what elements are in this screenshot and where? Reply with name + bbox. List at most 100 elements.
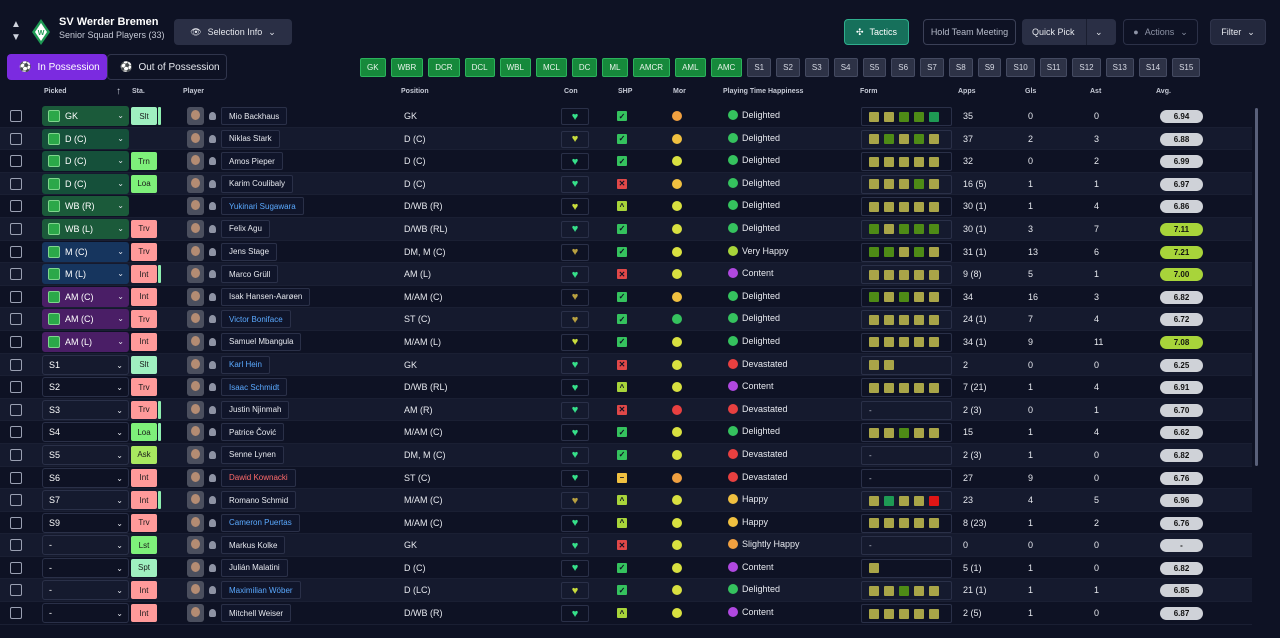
col-apps[interactable]: Apps <box>958 88 976 95</box>
position-button-gk[interactable]: GK <box>360 58 386 77</box>
table-row[interactable]: - ⌄ Lst Markus Kolke GK ♥ ✕ Slightly Happy - 0 0 0 - <box>0 534 1252 557</box>
table-row[interactable]: D (C) ⌄ Loa Karim Coulibaly D (C) ♥ ✕ Delighted… <box>0 172 1252 196</box>
col-position[interactable]: Position <box>401 88 429 95</box>
table-row[interactable]: AM (C) ⌄ Int Isak Hansen-Aarøen M/AM (C) ♥ ✓ De… <box>0 286 1252 309</box>
picked-dropdown[interactable]: S7 ⌄ <box>42 490 129 511</box>
table-row[interactable]: WB (R) ⌄ Yukinari Sugawara D/WB (R) ♥ ^ Deligh… <box>0 195 1252 218</box>
player-name[interactable]: Felix Agu <box>221 219 270 238</box>
table-row[interactable]: S6 ⌄ Int Dawid Kownacki ST (C) ♥ – Devastated - 2… <box>0 467 1252 490</box>
in-possession-tab[interactable]: ⚽ In Possession <box>7 54 107 80</box>
picked-dropdown[interactable]: S3 ⌄ <box>42 399 129 420</box>
table-row[interactable]: S5 ⌄ Ask Senne Lynen DM, M (C) ♥ ✓ Devastated - 2… <box>0 443 1252 467</box>
position-button-s11[interactable]: S11 <box>1039 58 1068 77</box>
picked-dropdown[interactable]: S5 ⌄ <box>42 444 129 465</box>
col-pth[interactable]: Playing Time Happiness <box>723 88 804 95</box>
table-row[interactable]: M (C) ⌄ Trv Jens Stage DM, M (C) ♥ ✓ Very Happy… <box>0 241 1252 264</box>
row-checkbox[interactable] <box>10 200 22 213</box>
position-button-s12[interactable]: S12 <box>1072 58 1101 77</box>
col-sta[interactable]: Sta. <box>132 88 145 95</box>
position-button-dc[interactable]: DC <box>571 58 598 77</box>
row-checkbox[interactable] <box>10 358 22 371</box>
player-name[interactable]: Mitchell Weiser <box>221 604 292 623</box>
position-button-dcl[interactable]: DCL <box>464 58 495 77</box>
picked-dropdown[interactable]: D (C) ⌄ <box>42 151 129 172</box>
picked-dropdown[interactable]: D (C) ⌄ <box>42 173 129 194</box>
selection-info-dropdown[interactable]: 👁 Selection Info ⌄ <box>174 19 292 45</box>
tactics-button[interactable]: ✣ Tactics <box>844 19 909 45</box>
col-mor[interactable]: Mor <box>673 88 686 95</box>
player-name[interactable]: Karl Hein <box>221 355 270 374</box>
player-name[interactable]: Marco Grüll <box>221 265 279 284</box>
table-row[interactable]: S9 ⌄ Trv Cameron Puertas M/AM (C) ♥ ^ Happy 8 (2… <box>0 512 1252 535</box>
table-row[interactable]: - ⌄ Int Maximilian Wöber D (LC) ♥ ✓ Delighted 21… <box>0 579 1252 603</box>
row-checkbox[interactable] <box>10 290 22 303</box>
navigate-chevrons[interactable]: ▲ ▼ <box>11 19 21 43</box>
table-row[interactable]: - ⌄ Int Mitchell Weiser D/WB (R) ♥ ^ Content 2 (… <box>0 602 1252 625</box>
row-checkbox[interactable] <box>10 516 22 529</box>
position-button-mcl[interactable]: MCL <box>535 58 567 77</box>
row-checkbox[interactable] <box>10 426 22 439</box>
player-name[interactable]: Senne Lynen <box>221 445 284 464</box>
position-button-s4[interactable]: S4 <box>833 58 858 77</box>
player-name[interactable]: Amos Pieper <box>221 152 283 171</box>
position-button-aml[interactable]: AML <box>675 58 706 77</box>
col-shp[interactable]: SHP <box>618 88 633 95</box>
out-of-possession-tab[interactable]: ⚽ Out of Possession <box>107 54 227 80</box>
table-row[interactable]: GK ⌄ Slt Mio Backhaus GK ♥ ✓ Delighted 35 0 0 6.94 <box>0 105 1252 128</box>
hold-team-meeting-button[interactable]: Hold Team Meeting <box>923 19 1016 45</box>
picked-dropdown[interactable]: - ⌄ <box>42 535 129 556</box>
row-checkbox[interactable] <box>10 335 22 348</box>
quick-pick-button[interactable]: Quick Pick ⌄ <box>1022 19 1116 45</box>
row-checkbox[interactable] <box>10 584 22 597</box>
picked-dropdown[interactable]: S4 ⌄ <box>42 422 129 443</box>
row-checkbox[interactable] <box>10 539 22 552</box>
col-con[interactable]: Con <box>564 88 578 95</box>
table-row[interactable]: S2 ⌄ Trv Isaac Schmidt D/WB (RL) ♥ ^ Content 7 (… <box>0 376 1252 399</box>
position-button-s7[interactable]: S7 <box>920 58 944 77</box>
row-checkbox[interactable] <box>10 245 22 258</box>
position-button-s13[interactable]: S13 <box>1105 58 1134 77</box>
scrollbar[interactable] <box>1255 108 1258 466</box>
player-name[interactable]: Cameron Puertas <box>221 513 300 532</box>
player-name[interactable]: Patrice Čović <box>221 423 285 442</box>
player-name[interactable]: Dawid Kownacki <box>221 468 296 487</box>
position-button-s2[interactable]: S2 <box>776 58 800 77</box>
player-name[interactable]: Isaac Schmidt <box>221 378 288 397</box>
table-row[interactable]: AM (L) ⌄ Int Samuel Mbangula M/AM (L) ♥ ✓ Delig… <box>0 331 1252 354</box>
picked-dropdown[interactable]: M (C) ⌄ <box>42 241 129 262</box>
row-checkbox[interactable] <box>10 110 22 122</box>
position-button-s5[interactable]: S5 <box>862 58 887 77</box>
player-name[interactable]: Julián Malatini <box>221 558 288 577</box>
chevron-down-icon[interactable]: ⌄ <box>1095 26 1103 37</box>
position-button-s8[interactable]: S8 <box>948 58 973 77</box>
picked-dropdown[interactable]: AM (C) ⌄ <box>42 286 129 307</box>
player-name[interactable]: Mio Backhaus <box>221 107 288 125</box>
player-name[interactable]: Samuel Mbangula <box>221 332 302 351</box>
row-checkbox[interactable] <box>10 177 22 190</box>
picked-dropdown[interactable]: S6 ⌄ <box>42 467 129 488</box>
row-checkbox[interactable] <box>10 222 22 235</box>
player-name[interactable]: Justin Njinmah <box>221 400 290 419</box>
col-gls[interactable]: Gls <box>1025 88 1037 95</box>
col-avg[interactable]: Avg. <box>1156 88 1171 95</box>
position-button-s6[interactable]: S6 <box>891 58 916 77</box>
position-button-s10[interactable]: S10 <box>1006 58 1035 77</box>
row-checkbox[interactable] <box>10 132 22 145</box>
col-picked[interactable]: Picked <box>44 88 67 95</box>
table-row[interactable]: M (L) ⌄ Int Marco Grüll AM (L) ♥ ✕ Content 9 (8)… <box>0 263 1252 286</box>
player-name[interactable]: Victor Boniface <box>221 310 291 329</box>
picked-dropdown[interactable]: - ⌄ <box>42 557 129 578</box>
position-button-s9[interactable]: S9 <box>977 58 1002 77</box>
row-checkbox[interactable] <box>10 155 22 168</box>
picked-dropdown[interactable]: S2 ⌄ <box>42 377 129 398</box>
picked-dropdown[interactable]: M (L) ⌄ <box>42 264 129 285</box>
position-button-s1[interactable]: S1 <box>747 58 772 77</box>
table-row[interactable]: WB (L) ⌄ Trv Felix Agu D/WB (RL) ♥ ✓ Delighted 3… <box>0 217 1252 241</box>
picked-dropdown[interactable]: GK ⌄ <box>42 106 129 126</box>
position-button-wbr[interactable]: WBR <box>390 58 424 77</box>
position-button-ml[interactable]: ML <box>602 58 628 77</box>
table-row[interactable]: D (C) ⌄ Niklas Stark D (C) ♥ ✓ Delighted 37 2 3 6.… <box>0 127 1252 151</box>
row-checkbox[interactable] <box>10 268 22 281</box>
filter-button[interactable]: Filter ⌄ <box>1210 19 1266 45</box>
row-checkbox[interactable] <box>10 448 22 461</box>
